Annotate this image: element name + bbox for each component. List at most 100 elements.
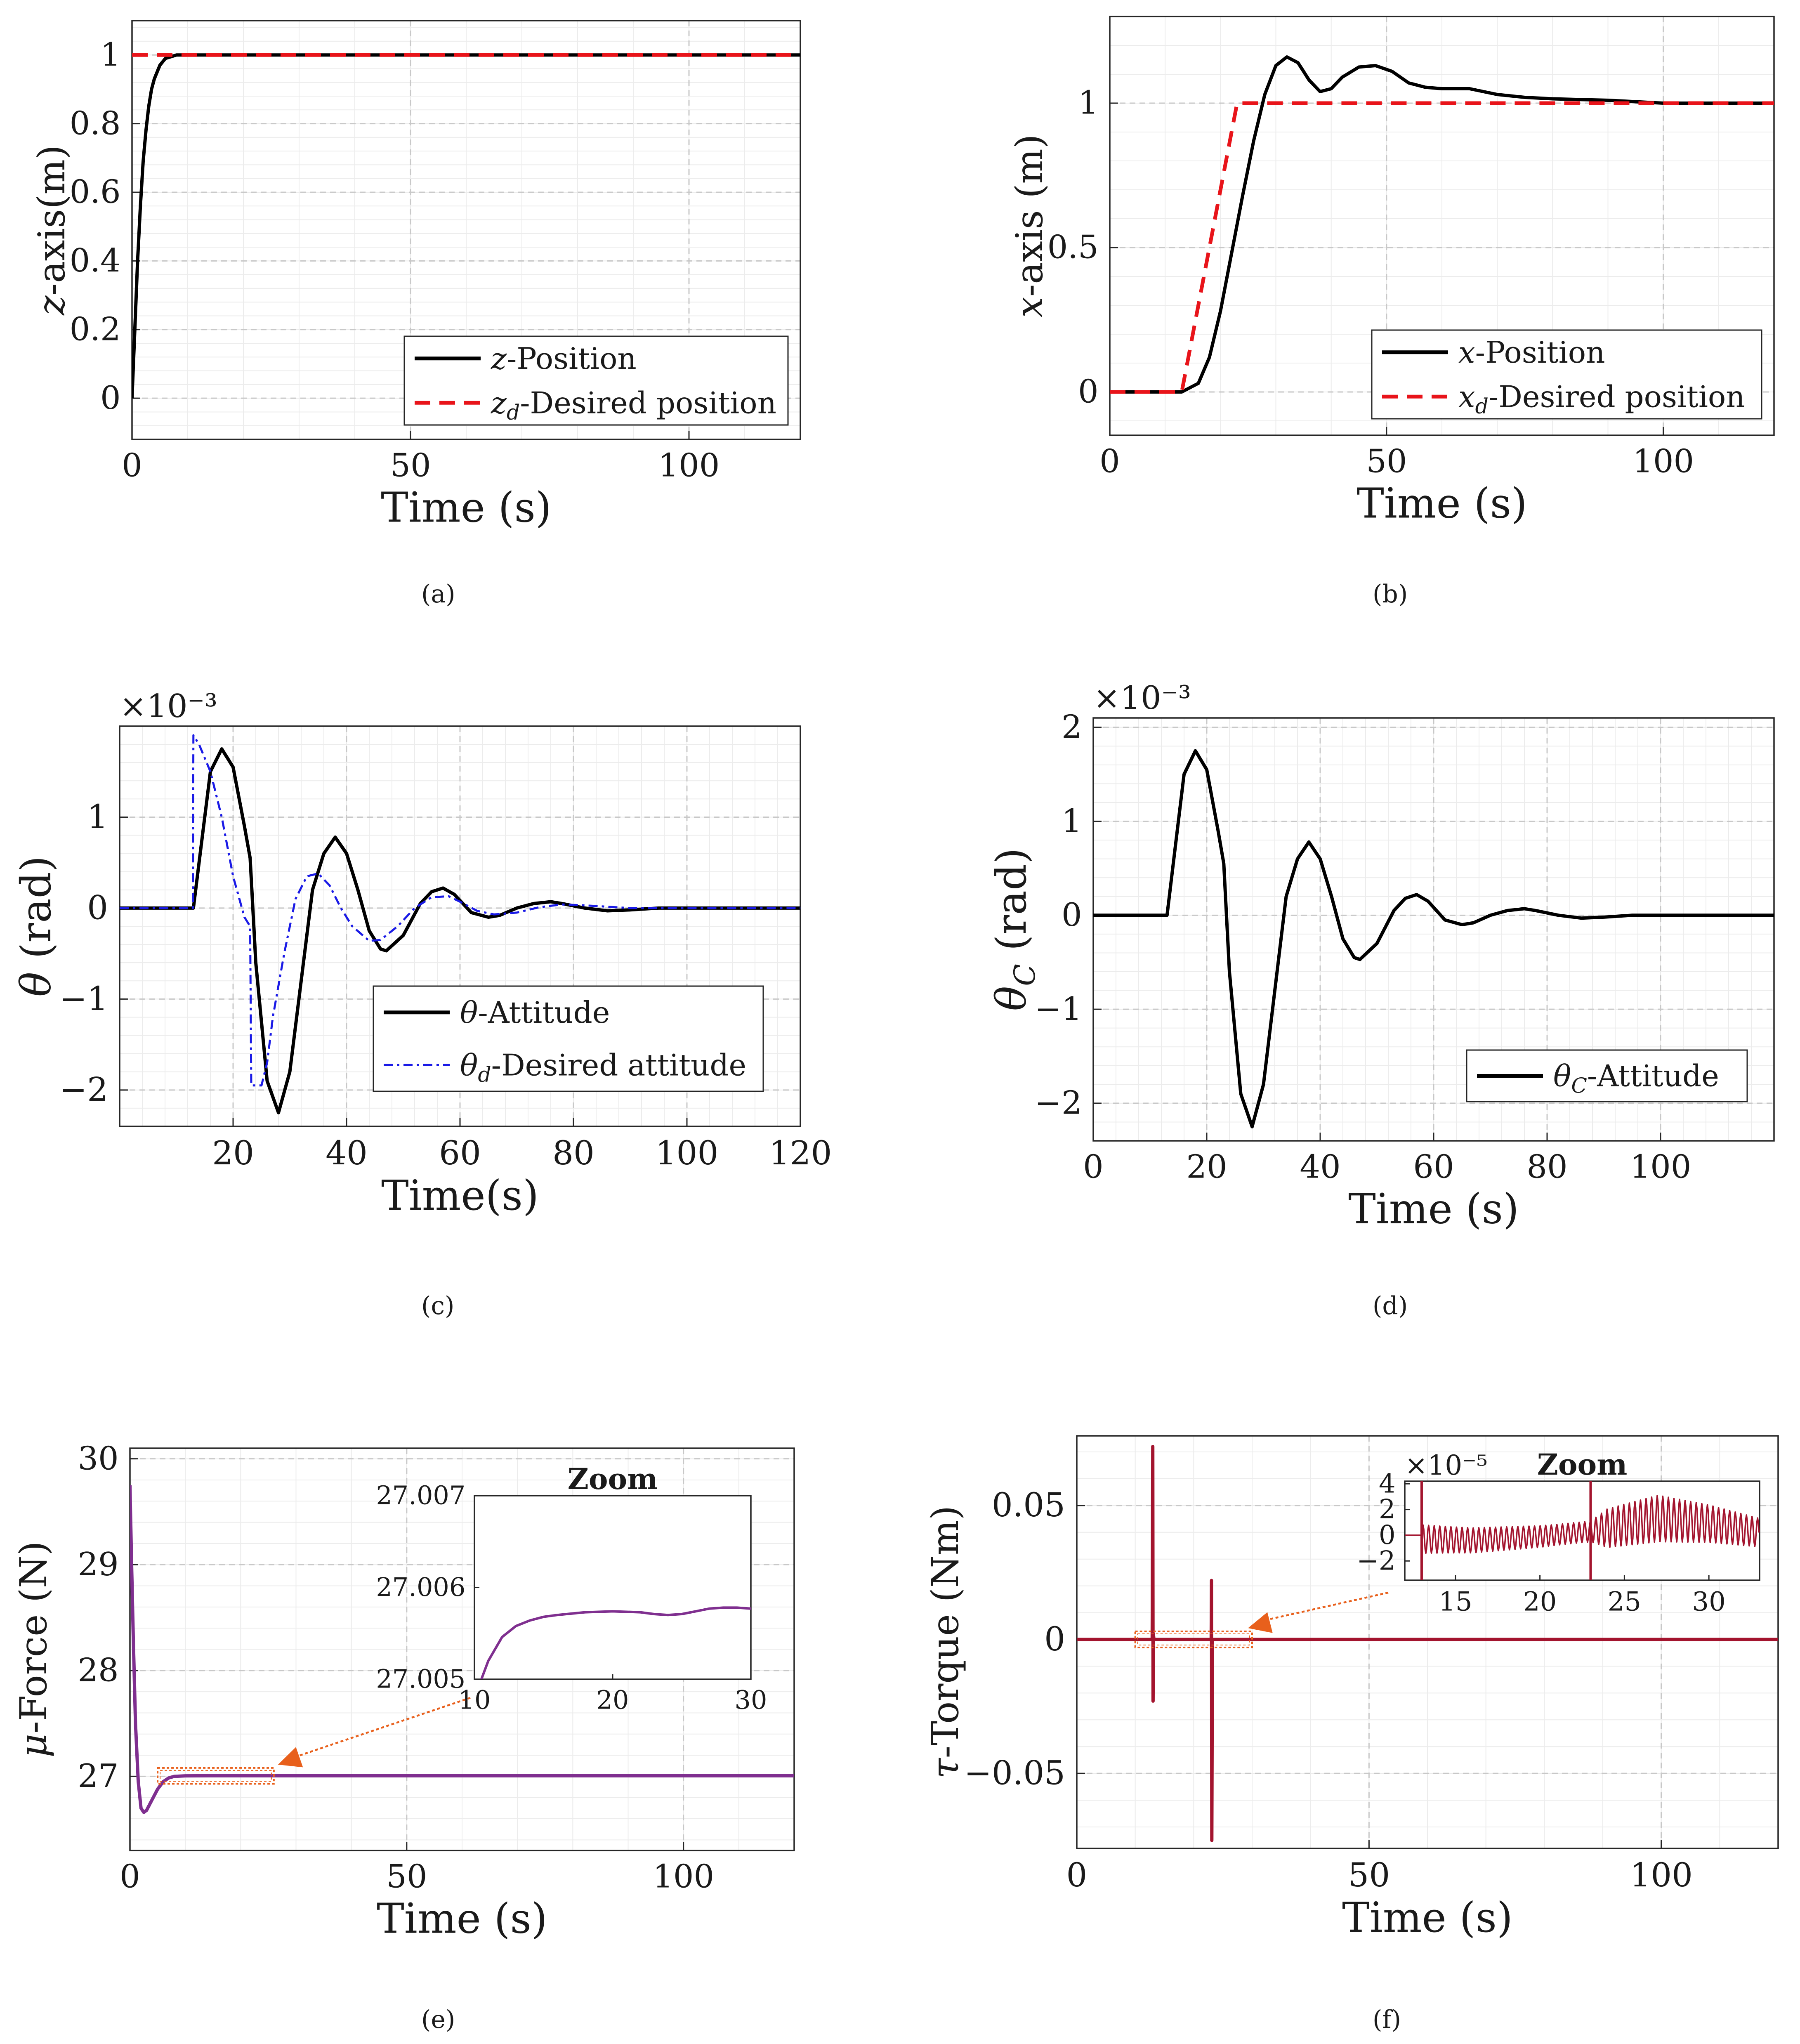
chart-e-inset-data-layer: [480, 1606, 751, 1679]
chart-a-ytick-label: 0.2: [70, 311, 121, 348]
chart-b-ytick-label: 1: [1078, 85, 1099, 122]
chart-b-series-0-line: [1110, 55, 1774, 394]
chart-d-xtick-label: 100: [1630, 1149, 1691, 1186]
chart-b-ylabel: x-axis (m): [1008, 134, 1051, 318]
chart-a-xtick-label: 100: [658, 447, 720, 484]
chart-b: 0 50 100 0 0.5 1 Time (s) x-axis (m) x-Position x…: [1008, 16, 1775, 528]
chart-b-xtick-label: 100: [1633, 443, 1694, 480]
chart-f-axes-frame: [1076, 1435, 1779, 1849]
chart-e-zoom-region-box-inner: [160, 1770, 272, 1782]
chart-c-series-1-line: [120, 734, 800, 1087]
chart-c-ytick-label: −2: [59, 1070, 108, 1109]
chart-d-legend-label-0: θC-Attitude: [1553, 1059, 1719, 1098]
chart-f-ylabel: τ-Torque (Nm): [924, 1506, 967, 1779]
chart-c-axes-frame: [119, 725, 801, 1127]
chart-c-xlabel: Time(s): [381, 1171, 539, 1220]
panel-label-d: (d): [1373, 1291, 1408, 1320]
chart-f-zoom-arrow-head: [1248, 1612, 1273, 1633]
chart-f-ytick-label: −0.05: [964, 1754, 1065, 1792]
chart-f-inset-ytick-label: 4: [1379, 1468, 1396, 1499]
chart-d-ytick-label: −2: [1035, 1085, 1082, 1122]
chart-e-inset-xtick-label: 20: [597, 1685, 629, 1715]
chart-f-xtick-label: 50: [1348, 1856, 1390, 1894]
chart-a: 0 50 100 0 0.2 0.4 0.6 0.8 1 Time (s) z-axis(m) z-P…: [30, 20, 801, 532]
chart-e-xtick-label: 50: [386, 1858, 427, 1895]
chart-d: 0 20 40 60 80 100 −2 −1 0 1 2 Time (s) θC (rad) ×10⁻³…: [987, 680, 1775, 1233]
chart-a-legend-label-0: z-Position: [491, 341, 637, 376]
chart-a-ytick-label: 0.8: [70, 105, 121, 142]
chart-c: 20 40 60 80 100 120 −2 −1 0 1 Time(s) θ (rad) ×10⁻³ θ…: [12, 688, 832, 1220]
chart-f-zoom-region-box: [1134, 1631, 1253, 1648]
panel-label-c: (c): [421, 1291, 455, 1320]
chart-d-ytick-label: 2: [1062, 709, 1082, 746]
chart-c-xtick-label: 80: [552, 1134, 594, 1172]
chart-d-ytick-label: −1: [1035, 991, 1082, 1028]
chart-c-ytick-label: 0: [87, 888, 108, 927]
chart-c-legend-box: [373, 985, 764, 1092]
chart-d-axes-frame: [1092, 717, 1775, 1142]
chart-d-xlabel: Time (s): [1348, 1185, 1519, 1233]
chart-f: 0 50 100 −0.05 0 0.05 Time (s) τ-Torque (Nm) 15 2…: [924, 1435, 1779, 1942]
chart-a-xlabel: Time (s): [381, 484, 552, 532]
chart-e-inset-title: Zoom: [568, 1462, 658, 1496]
chart-e-zoom-arrow-line: [294, 1697, 471, 1758]
chart-f-ytick-label: 0: [1044, 1620, 1065, 1658]
chart-b-xtick-label: 50: [1366, 443, 1407, 480]
chart-f-inset-exponent-label: ×10⁻⁵: [1405, 1449, 1488, 1481]
chart-a-series-0-line: [132, 53, 800, 399]
chart-a-ylabel: z-axis(m): [30, 145, 73, 316]
chart-d-xtick-label: 0: [1083, 1149, 1104, 1186]
chart-f-ytick-label: 0.05: [992, 1486, 1065, 1524]
chart-b-ytick-label: 0.5: [1047, 229, 1099, 266]
chart-f-inset-ytick-label: −2: [1356, 1546, 1395, 1576]
chart-e-ytick-label: 29: [78, 1546, 118, 1583]
panel-label-f: (f): [1373, 2005, 1401, 2034]
chart-e-data-layer: [130, 1485, 794, 1814]
chart-f-xtick-label: 0: [1066, 1856, 1088, 1894]
chart-c-data-layer: [120, 734, 800, 1114]
chart-e-ytick-label: 30: [78, 1440, 118, 1477]
chart-c-ytick-label: −1: [59, 980, 108, 1018]
chart-e-ytick-label: 28: [78, 1652, 118, 1689]
chart-f-inset-ytick-label: 2: [1379, 1494, 1396, 1525]
chart-a-xtick-label: 50: [390, 447, 431, 484]
chart-a-legend-box: [403, 335, 789, 426]
chart-b-legend-box: [1371, 329, 1762, 420]
chart-e-ylabel: μ-Force (N): [12, 1541, 55, 1758]
chart-a-ytick-label: 1: [100, 36, 121, 73]
chart-c-xtick-label: 40: [326, 1134, 368, 1172]
chart-f-zoom-arrow-line: [1266, 1591, 1389, 1621]
chart-c-xtick-label: 120: [769, 1134, 832, 1172]
chart-f-inset-ytick-label: 0: [1379, 1520, 1396, 1551]
chart-b-data-layer: [1110, 55, 1774, 394]
chart-a-legend-label-1: zd-Desired position: [491, 385, 776, 425]
chart-e-xlabel: Time (s): [377, 1895, 547, 1943]
chart-c-exponent-label: ×10⁻³: [120, 688, 217, 725]
chart-f-zoom-region-box-inner: [1137, 1633, 1250, 1645]
chart-e-series-0-line: [130, 1485, 794, 1814]
chart-b-xtick-label: 0: [1099, 443, 1120, 480]
chart-e-xtick-label: 0: [120, 1858, 140, 1895]
chart-a-data-layer: [132, 53, 800, 399]
chart-d-exponent-label: ×10⁻³: [1093, 680, 1191, 717]
chart-b-legend-label-1: xd-Desired position: [1458, 379, 1745, 418]
chart-d-xtick-label: 40: [1300, 1149, 1340, 1186]
panel-label-e: (e): [421, 2005, 455, 2034]
chart-e-inset-plot-area: [474, 1496, 751, 1679]
chart-e-inset-ytick-label: 27.007: [376, 1480, 465, 1510]
chart-b-xlabel: Time (s): [1356, 479, 1527, 528]
chart-c-ylabel: θ (rad): [12, 856, 60, 996]
chart-f-series-0-line: [1077, 1445, 1778, 1842]
chart-f-inset-xtick-label: 15: [1439, 1587, 1472, 1617]
chart-e-inset-xtick-label: 30: [735, 1685, 767, 1715]
chart-e-ytick-label: 27: [78, 1758, 118, 1795]
chart-d-series-0-line: [1093, 749, 1774, 1128]
chart-b-series-1-line: [1110, 101, 1774, 394]
chart-a-ytick-label: 0: [100, 380, 121, 417]
chart-d-xtick-label: 60: [1413, 1149, 1454, 1186]
chart-f-inset-title: Zoom: [1537, 1447, 1628, 1482]
chart-f-xtick-label: 100: [1630, 1856, 1693, 1894]
